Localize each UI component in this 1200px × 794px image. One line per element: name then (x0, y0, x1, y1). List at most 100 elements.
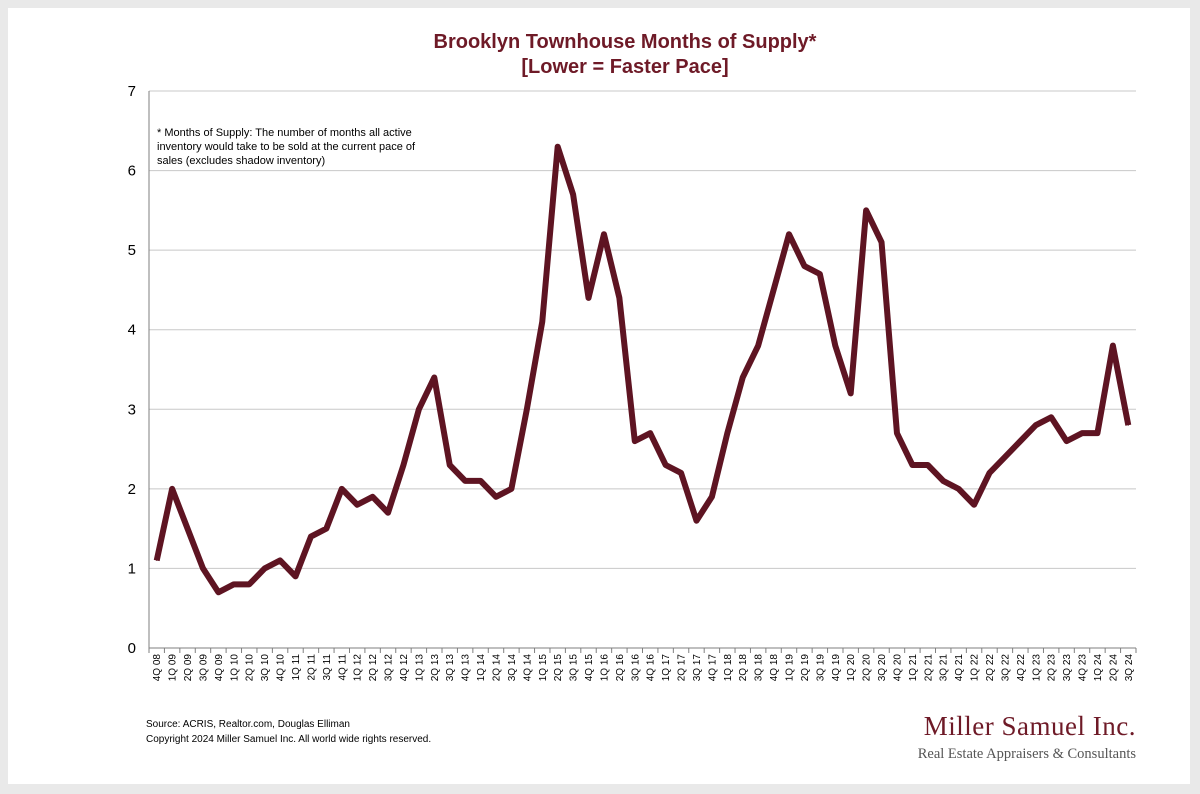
data-point (387, 512, 389, 514)
data-point (803, 265, 805, 267)
y-tick-label: 1 (128, 560, 136, 577)
x-tick-label: 3Q 15 (569, 654, 580, 682)
data-point (279, 559, 281, 561)
copyright-note: Copyright 2024 Miller Samuel Inc. All wo… (146, 734, 431, 745)
chart-frame (8, 8, 1190, 784)
data-point (233, 583, 235, 585)
y-tick-label: 6 (128, 163, 136, 180)
data-point (248, 583, 250, 585)
y-tick-label: 3 (128, 401, 136, 418)
x-tick-label: 3Q 13 (445, 654, 456, 682)
data-point (310, 536, 312, 538)
data-point (757, 345, 759, 347)
data-point (988, 472, 990, 474)
data-point (896, 432, 898, 434)
series-line (153, 143, 1132, 596)
annotation-line-2: inventory would take to be sold at the c… (157, 141, 416, 153)
data-point (603, 233, 605, 235)
data-point (911, 464, 913, 466)
data-point (295, 575, 297, 577)
data-point (171, 488, 173, 490)
x-tick-label: 4Q 14 (522, 654, 533, 682)
data-point (742, 376, 744, 378)
x-tick-label: 4Q 15 (584, 654, 595, 682)
x-tick-label: 1Q 19 (785, 654, 796, 682)
x-tick-label: 1Q 20 (846, 654, 857, 682)
chart-title: Brooklyn Townhouse Months of Supply* (434, 31, 817, 53)
x-tick-label: 4Q 16 (646, 654, 657, 682)
x-tick-label: 1Q 16 (599, 654, 610, 682)
data-point (1081, 432, 1083, 434)
data-point (927, 464, 929, 466)
logo-tagline: Real Estate Appraisers & Consultants (918, 746, 1137, 762)
x-tick-label: 1Q 23 (1031, 654, 1042, 682)
x-tick-label: 3Q 21 (939, 654, 950, 682)
data-point (572, 193, 574, 195)
data-point (726, 432, 728, 434)
data-point (588, 297, 590, 299)
x-tick-label: 2Q 11 (306, 654, 317, 681)
data-point (649, 432, 651, 434)
x-tick-label: 4Q 09 (214, 654, 225, 682)
data-point (711, 496, 713, 498)
x-tick-label: 4Q 17 (707, 654, 718, 682)
logo-name: Miller Samuel Inc. (924, 711, 1136, 741)
data-point (1035, 424, 1037, 426)
data-point (480, 480, 482, 482)
y-tick-label: 2 (128, 481, 136, 498)
data-point (1004, 456, 1006, 458)
data-point (1019, 440, 1021, 442)
data-point (464, 480, 466, 482)
x-tick-label: 1Q 12 (353, 654, 364, 682)
x-tick-label: 3Q 17 (692, 654, 703, 682)
x-tick-label: 1Q 10 (229, 654, 240, 682)
x-tick-label: 2Q 10 (245, 654, 256, 682)
x-tick-label: 4Q 13 (461, 654, 472, 682)
x-tick-label: 3Q 12 (384, 654, 395, 682)
x-tick-label: 2Q 12 (368, 654, 379, 682)
data-point (541, 321, 543, 323)
axes (148, 91, 1137, 653)
data-point (773, 289, 775, 291)
data-point (881, 241, 883, 243)
data-point (217, 591, 219, 593)
x-tick-label: 1Q 22 (970, 654, 981, 682)
x-tick-label: 4Q 19 (831, 654, 842, 682)
data-point (356, 504, 358, 506)
data-point (788, 233, 790, 235)
data-point (449, 464, 451, 466)
data-point (1066, 440, 1068, 442)
x-tick-label: 3Q 18 (754, 654, 765, 682)
x-tick-label: 2Q 13 (430, 654, 441, 682)
x-tick-label: 2Q 09 (183, 654, 194, 682)
x-tick-label: 3Q 19 (815, 654, 826, 682)
x-tick-label: 4Q 08 (152, 654, 163, 682)
data-point (402, 464, 404, 466)
data-point (865, 209, 867, 211)
data-point (325, 528, 327, 530)
chart-subtitle: [Lower = Faster Pace] (521, 56, 728, 78)
data-point (942, 480, 944, 482)
data-point (433, 376, 435, 378)
data-point (557, 146, 559, 148)
x-tick-label: 4Q 10 (276, 654, 287, 682)
data-point (665, 464, 667, 466)
x-tick-label: 2Q 23 (1047, 654, 1058, 682)
data-point (1050, 416, 1052, 418)
data-point (264, 567, 266, 569)
x-tick-label: 3Q 09 (198, 654, 209, 682)
data-point (202, 567, 204, 569)
data-point (495, 496, 497, 498)
data-point (510, 488, 512, 490)
source-note: Source: ACRIS, Realtor.com, Douglas Elli… (146, 719, 350, 730)
data-point (680, 472, 682, 474)
x-tick-label: 2Q 22 (985, 654, 996, 682)
y-tick-label: 7 (128, 83, 136, 100)
x-tick-label: 1Q 13 (414, 654, 425, 682)
data-point (372, 496, 374, 498)
x-tick-label: 3Q 11 (322, 654, 333, 681)
data-point (634, 440, 636, 442)
x-tick-label: 2Q 19 (800, 654, 811, 682)
x-tick-label: 3Q 10 (260, 654, 271, 682)
data-point (1127, 424, 1129, 426)
